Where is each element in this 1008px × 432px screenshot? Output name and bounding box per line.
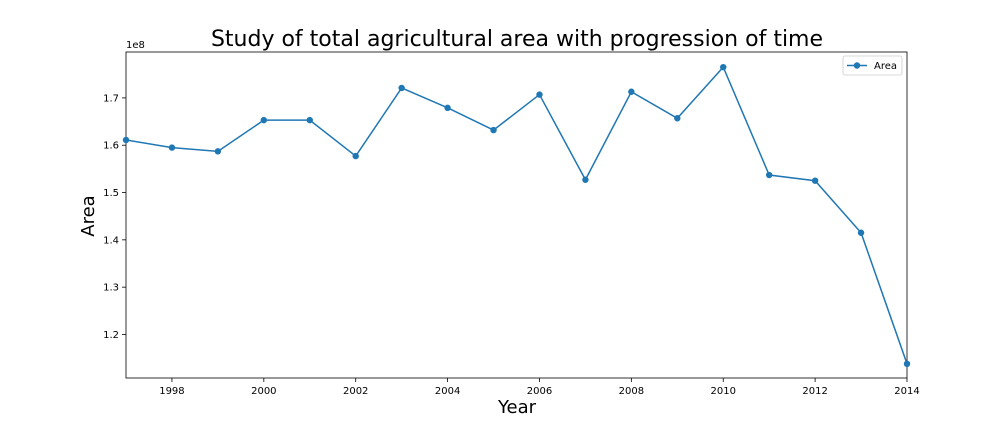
- data-point: [720, 63, 727, 71]
- y-tick-label: 1.2: [103, 330, 119, 341]
- data-point: [214, 148, 222, 155]
- y-tick-label: 1.6: [103, 141, 119, 152]
- x-tick-label: 2004: [435, 386, 460, 397]
- legend: Area: [842, 55, 903, 76]
- x-tick-label: 2014: [894, 386, 919, 397]
- x-tick-label: 1998: [159, 386, 184, 397]
- x-tick-label: 2008: [619, 386, 644, 397]
- data-point: [352, 152, 359, 160]
- chart-title: Study of total agricultural area with pr…: [211, 27, 823, 52]
- data-point: [398, 84, 405, 92]
- data-point: [674, 115, 681, 122]
- data-point: [765, 171, 773, 179]
- x-tick-label: 2012: [802, 386, 827, 397]
- legend-marker: [853, 62, 861, 69]
- data-point: [306, 116, 313, 124]
- series-line: [125, 65, 908, 365]
- plot-frame: [125, 51, 908, 379]
- y-axis-title: Area: [78, 195, 99, 236]
- legend-box: [842, 55, 903, 76]
- data-point: [811, 177, 819, 184]
- data-point: [122, 136, 130, 144]
- y-tick-label: 1.4: [103, 235, 119, 246]
- data-point: [903, 360, 911, 368]
- data-point: [536, 91, 543, 98]
- data-point: [444, 104, 451, 112]
- legend-label: Area: [874, 61, 897, 72]
- data-point: [490, 126, 497, 134]
- data-point: [857, 229, 865, 236]
- data-point: [168, 144, 176, 151]
- data-point: [582, 176, 589, 183]
- x-tick-label: 2002: [343, 386, 368, 397]
- x-axis-title: Year: [497, 397, 537, 418]
- data-point: [260, 116, 268, 124]
- y-offset-label: 1e8: [126, 40, 145, 51]
- y-tick-label: 1.3: [103, 283, 119, 294]
- y-tick-label: 1.7: [103, 93, 119, 104]
- y-tick-label: 1.5: [103, 188, 119, 199]
- plot-area: 1998 2000 2002 2004 2006 2008 2010 2012 2014 1.2 1…: [103, 51, 920, 397]
- x-tick-label: 2006: [527, 386, 552, 397]
- x-tick-label: 2000: [251, 386, 276, 397]
- x-tick-label: 2010: [711, 386, 736, 397]
- data-point: [628, 88, 635, 95]
